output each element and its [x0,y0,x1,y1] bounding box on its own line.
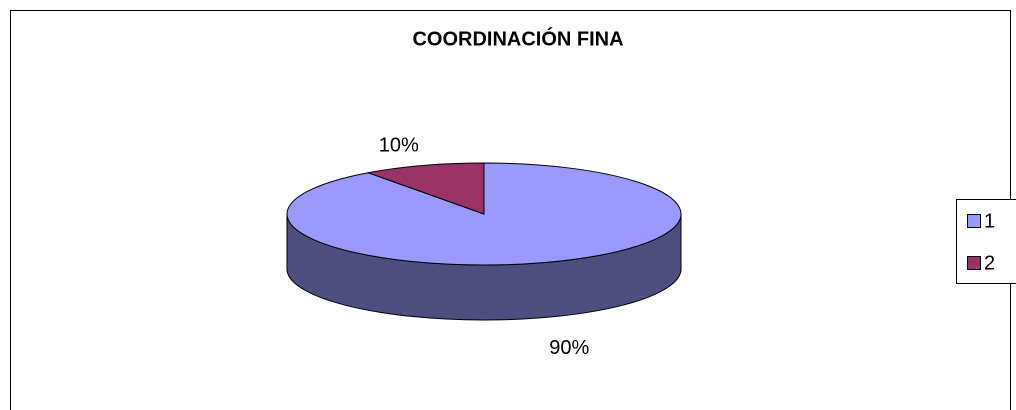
data-label: 90% [549,337,589,359]
chart-title: COORDINACIÓN FINA [412,26,623,50]
legend-swatch [967,256,981,270]
pie-slice [366,162,485,215]
legend-label: 2 [984,252,995,274]
legend-swatch [967,214,981,228]
data-label: 10% [379,134,419,156]
legend-label: 1 [984,210,995,232]
legend-box [956,199,1016,284]
